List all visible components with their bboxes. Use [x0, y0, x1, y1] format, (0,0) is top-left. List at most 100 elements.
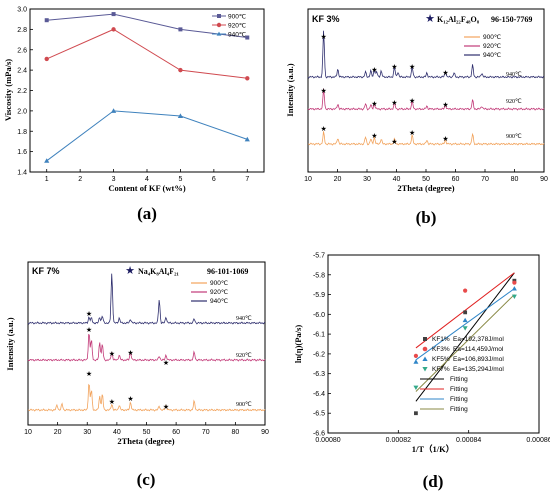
data-point-d: [512, 280, 517, 285]
data-point-d: [511, 294, 517, 300]
x-ticks-a: 1 2 3 4 5 6 7: [45, 169, 249, 183]
curve-label-900-c: 900℃: [236, 402, 252, 408]
legend-ea-kf3-d: Ea=114,459J/mol: [453, 346, 504, 353]
x-tick-label-a: 2: [78, 176, 82, 183]
x-tick-label: 50: [422, 176, 430, 183]
y-tick-label-d: -5.9: [313, 292, 325, 299]
x-tick-label: 30: [363, 176, 371, 183]
x-tick-label: 40: [393, 176, 401, 183]
data-point-a: [44, 56, 49, 62]
panel-label-d: (d): [423, 472, 444, 491]
x-axis-label-b: 2Theta (degree): [397, 183, 454, 193]
y-tick-label-a: 3.0: [17, 7, 27, 14]
legend-marker-kf3-d: [422, 346, 428, 352]
phase-star-icon: ★: [109, 350, 115, 358]
data-point-a: [111, 27, 116, 32]
legend-series-kf1-d: KF1%: [432, 336, 450, 343]
phase-star-icon: ★: [442, 135, 448, 143]
legend-fit-label-1-d: Fitting: [450, 376, 468, 383]
fit-line-3-d: [415, 294, 515, 392]
curve-label-940-b: 940℃: [506, 72, 522, 78]
fit-lines-d: [415, 272, 515, 402]
y-tick-label-a: 2.4: [17, 68, 27, 75]
data-point-d: [462, 326, 468, 331]
legend-series-kf3-d: KF3%: [432, 346, 450, 353]
x-tick-label-d: 0.00086: [526, 437, 550, 444]
phase-star-icon: ★: [391, 63, 397, 71]
panel-b-xrd-chart: 10 20 30 40 50 60 70 80 90 ★ ★ ★ ★ ★ ★ ★ ★ ★ ★ ★ ★ ★ ★ ★ KF 3%…: [285, 8, 548, 227]
panel-c-xrd-chart: 10 20 30 40 50 60 70 80 90 ★ ★ ★ ★ ★ ★ ★ ★ ★ KF 7% ★ Na₄…: [5, 261, 269, 489]
panel-label-a: (a): [137, 204, 157, 223]
data-point-d: [462, 317, 468, 323]
plot-frame-c: [27, 261, 266, 426]
legend-ea-kf5-d: Ea=106,893J/mol: [453, 356, 504, 363]
x-tick-label-a: 3: [112, 176, 116, 183]
phase-star-icon: ★: [409, 63, 415, 71]
data-point-d: [413, 385, 419, 391]
phase-star-icon: ★: [320, 33, 326, 41]
x-tick-label: 40: [113, 429, 121, 436]
data-point-a: [178, 67, 183, 73]
x-tick-label: 30: [83, 429, 91, 436]
legend-label-940-b: 940℃: [483, 52, 502, 59]
series-line-0-a: [46, 13, 248, 39]
phase-star-icon: ★: [109, 398, 115, 406]
x-axis-label-d: 1/T（1/K）: [412, 444, 455, 454]
data-point-a: [177, 113, 184, 118]
y-tick-label-d: -6.1: [313, 332, 325, 339]
series-line-2-a: [46, 110, 248, 162]
y-tick-label-d: -6.3: [313, 371, 325, 378]
x-axis-label-a: Content of KF (wt%): [108, 183, 186, 193]
phase-markers-c: ★ ★ ★ ★ ★ ★ ★ ★ ★: [86, 310, 169, 411]
panel-d-arrhenius-chart: -6.6 -6.5 -6.4 -6.3 -6.2 -6.1 -6.0 -5.9 -5.8 -5.7…: [293, 253, 550, 492]
x-tick-label-d: 0.00084: [456, 437, 481, 444]
legend-label-900-b: 900℃: [483, 34, 502, 41]
phase-star-icon: ★: [371, 66, 377, 74]
phase-star-icon: ★: [320, 125, 326, 133]
xrd-curve-2: [307, 30, 545, 79]
y-tick-label-a: 1.4: [17, 170, 27, 177]
phase-star-icon: ★: [127, 349, 133, 357]
x-tick-label-d: 0.00082: [386, 437, 411, 444]
xrd-curve-0: [308, 131, 545, 146]
phase-star-icon: ★: [320, 87, 326, 95]
xrd-curves-b: [307, 30, 545, 146]
phase-star-icon: ★: [127, 395, 133, 403]
y-tick-label-a: 2.2: [17, 88, 27, 95]
phase-label-c: Na₄K₈Al₄F₂₁: [138, 267, 179, 276]
legend-label-920-b: 920℃: [483, 43, 502, 50]
data-point-a: [44, 158, 50, 163]
phase-star-icon: ★: [409, 129, 415, 137]
legend-label-900-c: 900℃: [210, 280, 229, 287]
y-tick-label-d: -6.6: [313, 431, 325, 438]
y-ticks-a: 1.4 1.6 1.8 2.0 2.2 2.4 2.6 2.8 3.0: [17, 7, 33, 177]
phase-label-b: K₁₂Al₂₂F₄₈O₈: [437, 15, 480, 24]
x-tick-label-a: 6: [212, 176, 216, 183]
xrd-curve-1: [307, 88, 545, 111]
x-tick-label: 60: [172, 429, 180, 436]
data-point-d: [414, 411, 418, 416]
legend-label-920-c: 920℃: [210, 289, 229, 296]
phase-code-b: 96-150-7769: [491, 15, 532, 24]
y-tick-label-d: -6.0: [313, 312, 325, 319]
legend-label-920-a: 920℃: [228, 23, 247, 30]
phase-star-icon: ★: [163, 359, 169, 367]
y-tick-label-a: 1.6: [17, 149, 27, 156]
data-point-a: [178, 27, 183, 32]
phase-star-icon: ★: [163, 403, 169, 411]
phase-star-icon-b: ★: [425, 13, 435, 25]
x-tick-label: 20: [334, 176, 342, 183]
legend-a: 900℃ 920℃ 940℃: [212, 14, 247, 39]
phase-star-icon: ★: [86, 310, 92, 318]
phase-star-icon: ★: [86, 326, 92, 334]
data-point-d: [413, 359, 419, 364]
y-axis-label-b: Intensity (a.u.): [285, 63, 295, 116]
data-point-a: [111, 12, 116, 17]
x-ticks-d: 0.00080 0.00082 0.00084 0.00086: [315, 430, 550, 444]
x-tick-label: 20: [54, 429, 62, 436]
curve-label-900-b: 900℃: [506, 134, 522, 140]
xrd-curve-1: [27, 334, 266, 362]
phase-star-icon: ★: [371, 100, 377, 108]
x-ticks-b: 10 20 30 40 50 60 70 80 90: [304, 169, 548, 183]
